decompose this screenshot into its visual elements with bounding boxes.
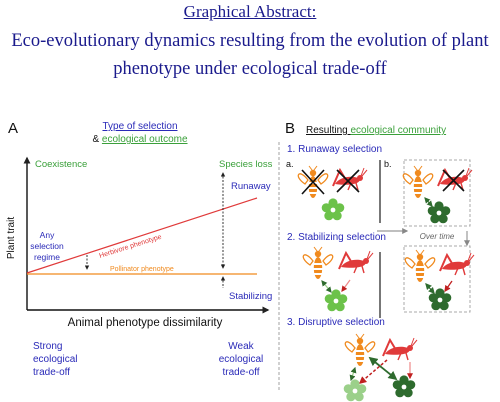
ecological-outcome-label: & ecological outcome (92, 134, 187, 145)
herbivore-grasshopper-icon (338, 250, 374, 274)
any-regime-line-3: regime (34, 252, 60, 262)
stabilizing-label: Stabilizing (229, 291, 272, 302)
main-title-line-1: Eco-evolutionary dynamics resulting from… (11, 31, 489, 51)
weak-tradeoff-line-3: trade-off (222, 367, 259, 378)
x-axis-label: Animal phenotype dissimilarity (68, 317, 223, 329)
resulting-community-heading: Resulting ecological community (306, 125, 446, 136)
strong-tradeoff-line-3: trade-off (33, 367, 70, 378)
pollinator-bee-icon (302, 246, 334, 280)
disruptive-selection-heading: 3. Disruptive selection (287, 317, 385, 328)
pollinator-bee-icon (404, 249, 436, 283)
herbivore-phenotype-line (26, 197, 258, 274)
mutualism-arrow (424, 197, 433, 207)
main-title-line-2: phenotype under ecological trade-off (113, 59, 387, 79)
plant-flower-icon (321, 198, 345, 221)
herbivory-arrow (444, 280, 453, 293)
species-loss-label: Species loss (219, 159, 273, 170)
plant-flower-light-icon (343, 379, 367, 402)
mutualism-arrow (425, 283, 435, 294)
any-regime-line-1: Any (40, 230, 55, 240)
strong-tradeoff-line-2: ecological (33, 354, 77, 365)
strong-tradeoff-line-1: Strong (33, 341, 62, 352)
extinct-cross-icon (442, 169, 465, 192)
herbivore-grasshopper-icon (439, 252, 475, 276)
stabilizing-over-time-box (403, 245, 471, 313)
graphical-abstract-heading: Graphical Abstract: (183, 2, 317, 21)
sub-b-label: b. (384, 159, 392, 169)
sub-a-label: a. (286, 159, 294, 169)
runaway-label: Runaway (231, 181, 271, 192)
panel-a-letter: A (8, 120, 18, 137)
herbivore-grasshopper-icon (382, 337, 418, 361)
plant-flower-icon (324, 289, 348, 312)
panel-b-letter: B (285, 120, 295, 137)
weak-tradeoff-line-2: ecological (219, 354, 263, 365)
any-regime-line-2: selection (30, 241, 64, 251)
herbivory-arrow (358, 359, 388, 384)
weak-mutualism-arrow (349, 366, 357, 382)
strong-mutualism-arrow (368, 356, 398, 381)
extinct-cross-icon (301, 169, 325, 195)
ecological-outcome-text: ecological outcome (102, 134, 188, 145)
y-axis-label: Plant trait (6, 217, 17, 259)
weak-tradeoff-line-1: Weak (228, 341, 254, 352)
ampersand: & (92, 134, 101, 145)
type-of-selection-label: Type of selection (102, 121, 177, 132)
pollinator-bee-icon (344, 333, 376, 367)
coexistence-label: Coexistence (35, 159, 87, 170)
resulting-text: Resulting (306, 125, 350, 136)
pollinator-phenotype-label: Pollinator phenotype (110, 266, 174, 273)
over-time-label: Over time (420, 232, 455, 241)
extinct-cross-icon (336, 169, 360, 193)
weak-herbivory-arrow (341, 279, 351, 292)
stabilizing-selection-heading: 2. Stabilizing selection (287, 232, 386, 243)
runaway-over-time-box (403, 159, 471, 227)
ecological-community-text: ecological community (350, 125, 446, 136)
runaway-selection-heading: 1. Runaway selection (287, 144, 382, 155)
pollinator-bee-icon (402, 165, 434, 199)
weak-mutualism-arrow (321, 280, 332, 293)
